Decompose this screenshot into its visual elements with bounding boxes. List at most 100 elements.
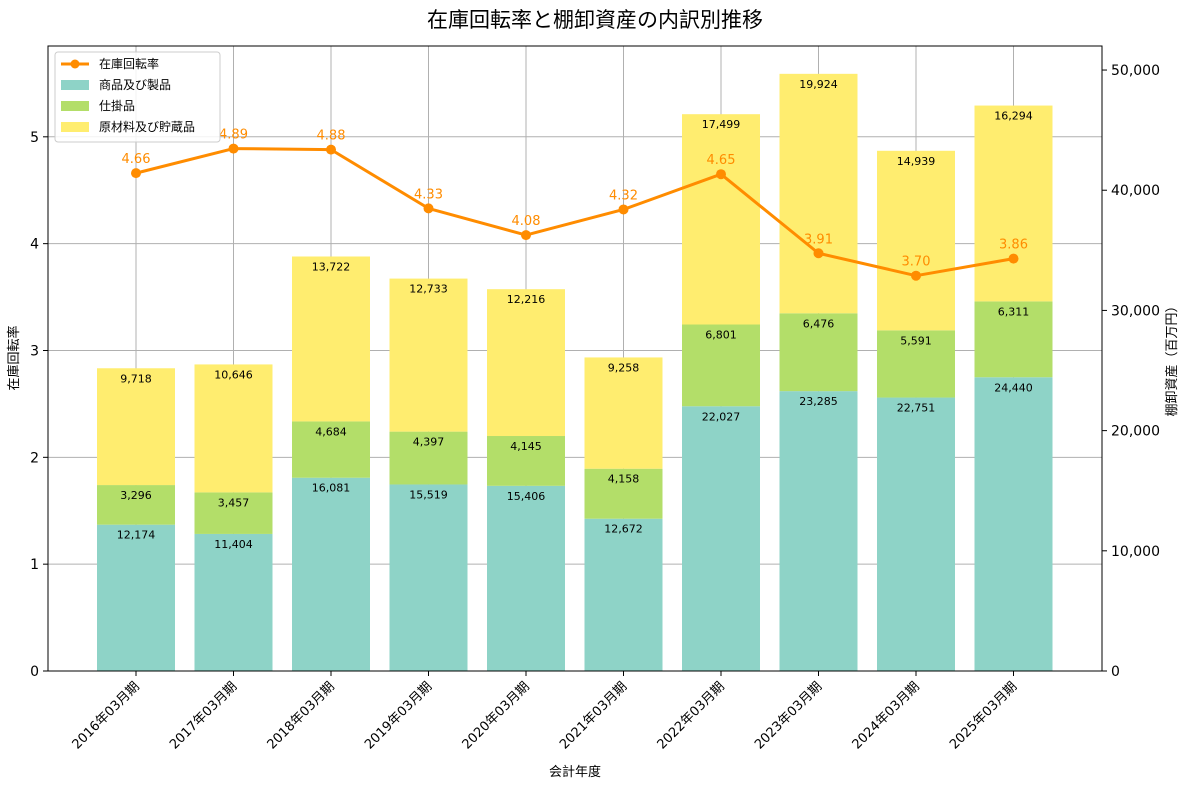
bar-value-label: 9,258 xyxy=(608,361,640,374)
turnover-rate-label: 4.32 xyxy=(609,188,638,203)
bar-segment xyxy=(97,524,175,671)
bar-segment xyxy=(487,436,565,486)
bar-value-label: 12,174 xyxy=(117,529,156,542)
turnover-rate-label: 4.66 xyxy=(122,152,151,167)
bar-value-label: 9,718 xyxy=(120,372,152,385)
bar-value-label: 22,751 xyxy=(897,402,936,415)
bar-segment xyxy=(292,477,370,671)
turnover-rate-label: 3.86 xyxy=(999,238,1028,253)
bar-segment xyxy=(97,485,175,525)
bar-value-label: 12,672 xyxy=(604,523,643,536)
legend-swatch-marker xyxy=(70,59,80,69)
x-tick-label: 2016年03月期 xyxy=(70,679,143,752)
bar-segment xyxy=(779,391,858,671)
turnover-rate-point xyxy=(911,270,921,281)
plot-frame xyxy=(47,45,1103,672)
bar-value-label: 13,722 xyxy=(312,260,351,273)
turnover-rate-line xyxy=(135,147,1014,278)
bar-segment xyxy=(194,533,273,671)
x-tick-label: 2018年03月期 xyxy=(265,679,338,752)
x-tick-label: 2017年03月期 xyxy=(167,679,240,752)
legend-swatch xyxy=(61,80,89,90)
bar-value-label: 24,440 xyxy=(994,381,1033,394)
y-left-tick-label: 3 xyxy=(30,343,39,359)
bar-value-label: 12,733 xyxy=(409,283,448,296)
bar-segment xyxy=(389,278,468,432)
line-layer: 4.66 4.89 4.88 4.33 4.08 4.32 4.65 3.91 3.70 3.86 xyxy=(122,128,1028,281)
bar-value-label: 10,646 xyxy=(214,368,253,381)
x-tick-label: 2019年03月期 xyxy=(362,679,435,752)
y-right-tick-label: 0 xyxy=(1111,664,1120,680)
x-tick-label: 2021年03月期 xyxy=(557,679,630,752)
bar-value-label: 22,027 xyxy=(702,410,741,423)
x-tick-label: 2024年03月期 xyxy=(850,679,923,752)
y-axis-left-label: 在庫回転率 xyxy=(6,325,22,390)
turnover-rate-label: 4.33 xyxy=(414,187,443,202)
turnover-rate-point xyxy=(521,230,531,241)
x-tick-label: 2022年03月期 xyxy=(655,679,728,752)
bar-value-label: 4,397 xyxy=(413,436,445,449)
bar-segment xyxy=(877,150,955,331)
turnover-rate-point xyxy=(326,144,336,155)
bar-segment xyxy=(877,330,955,398)
bar-value-label: 4,158 xyxy=(608,473,640,486)
turnover-rate-point xyxy=(618,204,629,215)
chart-title: 在庫回転率と棚卸資産の内訳別推移 xyxy=(427,8,763,32)
bar-segment xyxy=(974,377,1053,671)
turnover-rate-point xyxy=(423,203,434,214)
legend-swatch xyxy=(61,122,89,132)
bar-value-label: 12,216 xyxy=(507,293,546,306)
y-axis-right-label: 棚卸資産（百万円） xyxy=(1164,299,1180,416)
bar-segment xyxy=(194,364,273,493)
legend-entry-label: 仕掛品 xyxy=(99,98,135,113)
bar-segment xyxy=(389,484,468,671)
y-left-tick-label: 2 xyxy=(30,450,39,466)
bar-value-label: 23,285 xyxy=(799,395,838,408)
bar-labels-layer: 12,174 3,296 9,718 11,404 3,457 10,646 16,081 4… xyxy=(117,78,1033,551)
turnover-rate-point xyxy=(813,248,824,259)
bar-value-label: 15,519 xyxy=(409,488,448,501)
turnover-rate-label: 4.08 xyxy=(512,214,541,229)
legend-entry-label: 商品及び製品 xyxy=(99,77,171,92)
turnover-rate-label: 4.88 xyxy=(317,129,346,144)
bar-segment xyxy=(487,485,565,671)
turnover-rate-point xyxy=(1008,253,1019,264)
y-left-tick-label: 1 xyxy=(30,557,39,573)
turnover-rate-label: 3.91 xyxy=(804,232,833,247)
bar-segment xyxy=(292,421,370,478)
bar-value-label: 4,145 xyxy=(510,440,542,453)
turnover-rate-point xyxy=(716,169,726,180)
bar-segment xyxy=(974,105,1053,302)
bar-segment xyxy=(682,114,760,325)
turnover-rate-label: 3.70 xyxy=(902,255,931,270)
y-left-tick-label: 5 xyxy=(30,130,39,146)
x-tick-label: 2025年03月期 xyxy=(947,679,1020,752)
bar-segment xyxy=(779,73,858,314)
bar-segment xyxy=(584,518,663,671)
legend-entry-label: 原材料及び貯蔵品 xyxy=(99,120,195,134)
y-right-tick-label: 20,000 xyxy=(1111,424,1160,440)
bar-value-label: 6,311 xyxy=(998,305,1030,318)
bar-value-label: 11,404 xyxy=(214,538,253,551)
bar-value-label: 6,801 xyxy=(705,329,737,342)
bar-value-label: 3,457 xyxy=(218,496,250,509)
bar-value-label: 16,294 xyxy=(994,110,1033,123)
legend-box xyxy=(54,51,221,143)
turnover-rate-point xyxy=(131,168,141,179)
y-right-tick-label: 30,000 xyxy=(1111,303,1160,319)
turnover-rate-point xyxy=(228,143,239,154)
bar-segment xyxy=(682,406,760,671)
y-left-tick-label: 4 xyxy=(30,237,39,253)
bar-segment xyxy=(584,468,663,519)
bar-segment xyxy=(97,368,175,486)
x-tick-label: 2020年03月期 xyxy=(460,679,533,752)
bar-value-label: 6,476 xyxy=(803,317,835,330)
bar-segment xyxy=(584,357,663,469)
y-right-tick-label: 40,000 xyxy=(1111,183,1160,199)
bar-segment xyxy=(779,313,858,392)
bars-layer xyxy=(97,73,1053,671)
bar-value-label: 17,499 xyxy=(702,118,741,131)
legend-entry-label: 在庫回転率 xyxy=(99,56,159,71)
bar-value-label: 19,924 xyxy=(799,78,838,91)
